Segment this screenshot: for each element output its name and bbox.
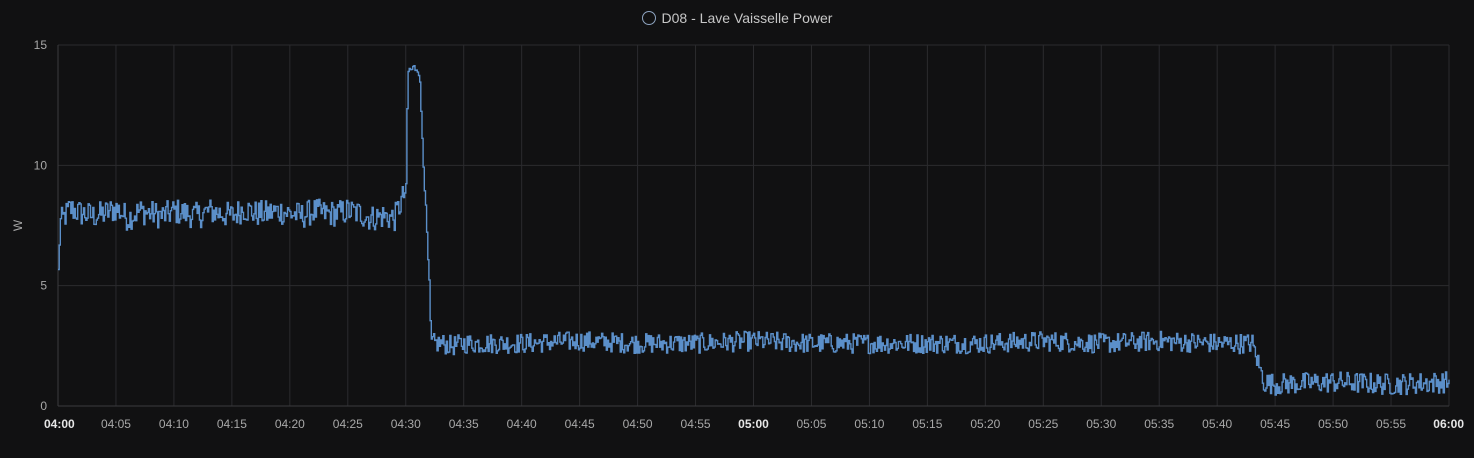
y-tick-label: 10 bbox=[34, 158, 48, 172]
x-tick-label: 05:40 bbox=[1202, 417, 1232, 431]
y-axis-title: W bbox=[11, 219, 25, 231]
x-tick-label: 04:50 bbox=[623, 417, 653, 431]
x-tick-label: 05:20 bbox=[970, 417, 1000, 431]
x-tick-label: 04:20 bbox=[275, 417, 305, 431]
x-tick-label: 04:10 bbox=[159, 417, 189, 431]
x-tick-label: 05:25 bbox=[1028, 417, 1058, 431]
x-tick-label: 05:05 bbox=[796, 417, 826, 431]
x-tick-label: 04:30 bbox=[391, 417, 421, 431]
x-tick-label: 05:10 bbox=[854, 417, 884, 431]
x-tick-label: 04:40 bbox=[507, 417, 537, 431]
x-tick-label: 04:35 bbox=[449, 417, 479, 431]
x-tick-label: 06:00 bbox=[1433, 417, 1464, 431]
y-tick-label: 5 bbox=[40, 279, 47, 293]
x-tick-label: 04:55 bbox=[681, 417, 711, 431]
x-tick-label: 05:15 bbox=[912, 417, 942, 431]
x-tick-label: 05:00 bbox=[738, 417, 769, 431]
x-tick-label: 04:00 bbox=[44, 417, 75, 431]
series-line bbox=[58, 65, 1450, 396]
legend[interactable]: D08 - Lave Vaisselle Power bbox=[0, 10, 1474, 26]
x-tick-label: 05:50 bbox=[1318, 417, 1348, 431]
x-tick-label: 05:55 bbox=[1376, 417, 1406, 431]
legend-label: D08 - Lave Vaisselle Power bbox=[661, 10, 833, 26]
x-tick-label: 04:45 bbox=[565, 417, 595, 431]
x-tick-label: 05:30 bbox=[1086, 417, 1116, 431]
y-tick-label: 0 bbox=[40, 399, 47, 413]
x-tick-label: 04:05 bbox=[101, 417, 131, 431]
y-tick-label: 15 bbox=[34, 38, 48, 52]
x-tick-label: 05:35 bbox=[1144, 417, 1174, 431]
x-tick-label: 04:25 bbox=[333, 417, 363, 431]
x-tick-label: 05:45 bbox=[1260, 417, 1290, 431]
x-tick-label: 04:15 bbox=[217, 417, 247, 431]
legend-swatch-icon bbox=[641, 11, 656, 25]
